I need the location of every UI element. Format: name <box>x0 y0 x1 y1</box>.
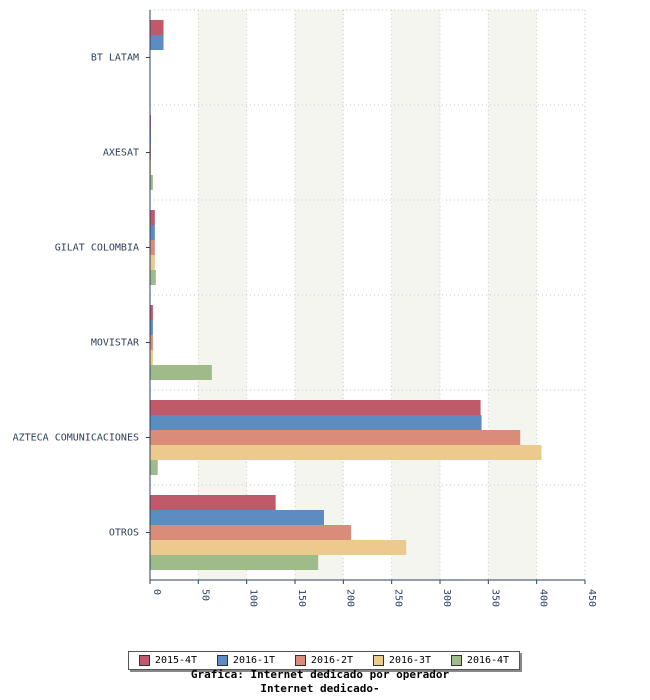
legend-item: 2016-1T <box>216 655 276 666</box>
bar-movistar-2016-1T <box>150 320 153 335</box>
legend-item: 2016-3T <box>372 655 432 666</box>
x-tick-label: 0 <box>151 589 162 595</box>
legend-label: 2016-4T <box>466 655 510 666</box>
legend-item: 2016-4T <box>450 655 510 666</box>
legend-swatch <box>216 655 228 666</box>
grid-band <box>295 10 344 580</box>
x-tick-label: 400 <box>538 589 549 607</box>
legend-label: 2016-1T <box>232 655 276 666</box>
bar-otros-2016-3T <box>150 540 407 555</box>
bar-movistar-2016-3T <box>150 350 153 365</box>
chart-caption-line1: Grafica: Internet dedicado por operador <box>190 668 450 681</box>
legend-swatch <box>372 655 384 666</box>
bar-otros-2015-4T <box>150 495 276 510</box>
bar-gilat-colombia-2015-4T <box>150 210 155 225</box>
chart-caption-line2: Internet dedicado- <box>260 682 380 695</box>
category-label: GILAT COLOMBIA <box>55 243 139 254</box>
bar-bt-latam-2015-4T <box>150 20 164 35</box>
bar-azteca-comunicaciones-2016-2T <box>150 430 521 445</box>
x-tick-label: 300 <box>441 589 452 607</box>
legend-swatch <box>450 655 462 666</box>
grid-band <box>391 10 440 580</box>
x-tick-label: 350 <box>489 589 500 607</box>
category-label: BT LATAM <box>91 53 139 64</box>
bar-gilat-colombia-2016-4T <box>150 270 156 285</box>
legend-label: 2016-2T <box>310 655 354 666</box>
legend-swatch <box>294 655 306 666</box>
bar-bt-latam-2016-1T <box>150 35 164 50</box>
legend-label: 2015-4T <box>154 655 198 666</box>
category-label: AXESAT <box>103 148 139 159</box>
x-tick-label: 50 <box>199 589 210 601</box>
grid-band <box>488 10 537 580</box>
legend: 2015-4T 2016-1T 2016-2T 2016-3T 2016-4T <box>128 651 520 670</box>
bar-chart: BT LATAM AXESAT GILAT COLOMBIA MOVISTAR AZTE… <box>13 9 597 607</box>
x-tick-label: 200 <box>344 589 355 607</box>
legend-swatch <box>138 655 150 666</box>
legend-label: 2016-3T <box>388 655 432 666</box>
legend-item: 2016-2T <box>294 655 354 666</box>
bar-azteca-comunicaciones-2015-4T <box>150 400 481 415</box>
bar-azteca-comunicaciones-2016-1T <box>150 415 482 430</box>
legend-item: 2015-4T <box>138 655 198 666</box>
x-tick-label: 100 <box>248 589 259 607</box>
category-label: OTROS <box>109 528 139 539</box>
bar-azteca-comunicaciones-2016-4T <box>150 460 158 475</box>
bar-azteca-comunicaciones-2016-3T <box>150 445 542 460</box>
bar-otros-2016-2T <box>150 525 352 540</box>
bar-gilat-colombia-2016-3T <box>150 255 155 270</box>
x-tick-label: 150 <box>296 589 307 607</box>
bar-movistar-2016-2T <box>150 335 153 350</box>
bar-otros-2016-1T <box>150 510 324 525</box>
bar-gilat-colombia-2016-2T <box>150 240 155 255</box>
bar-axesat-2016-4T <box>150 175 153 190</box>
bar-movistar-2016-4T <box>150 365 212 380</box>
x-tick-label: 250 <box>393 589 404 607</box>
category-label: AZTECA COMUNICACIONES <box>13 433 139 444</box>
bar-otros-2016-4T <box>150 555 319 570</box>
bar-gilat-colombia-2016-1T <box>150 225 155 240</box>
bar-movistar-2015-4T <box>150 305 153 320</box>
category-label: MOVISTAR <box>91 338 140 349</box>
x-tick-label: 450 <box>586 589 597 607</box>
